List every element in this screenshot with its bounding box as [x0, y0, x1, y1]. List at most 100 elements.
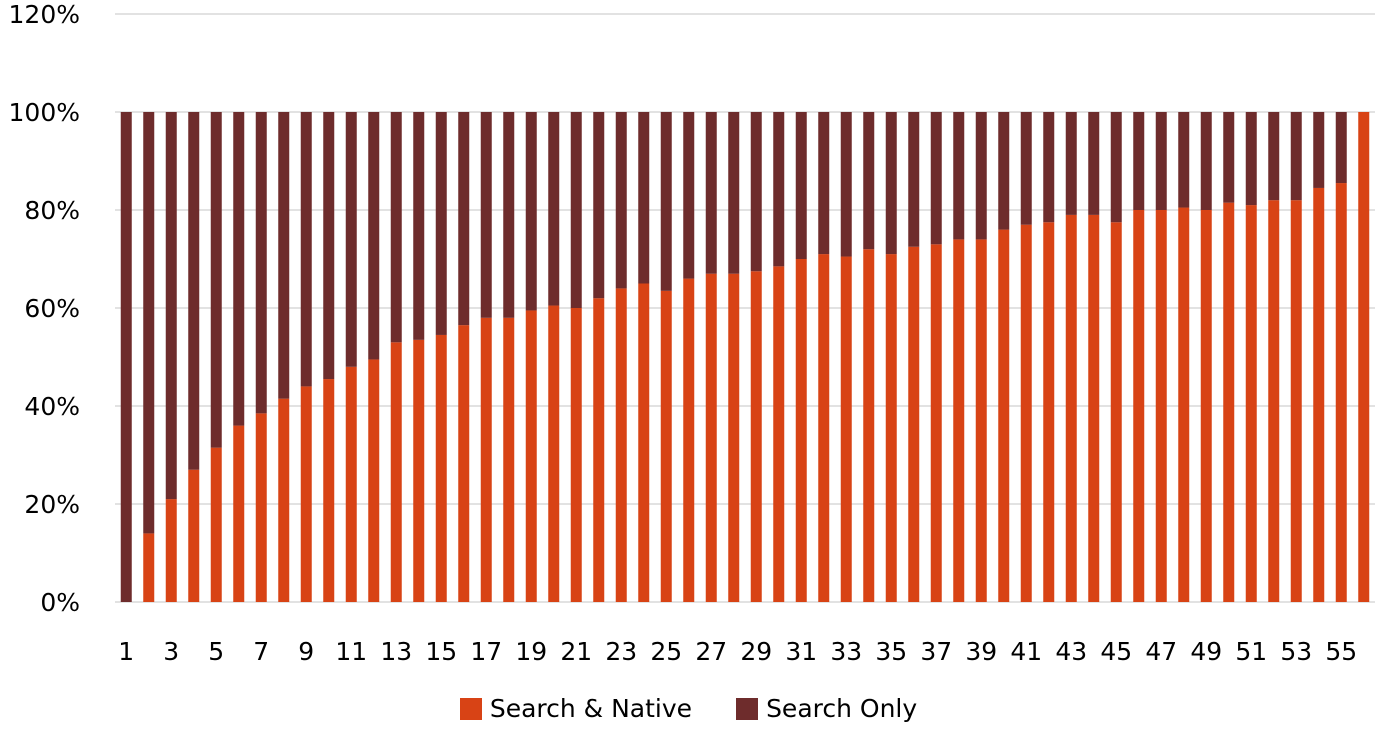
bar-search-only: [750, 112, 762, 272]
bar-search-native: [1110, 222, 1122, 602]
bar-search-only: [840, 112, 852, 257]
bar-search-only: [1200, 112, 1212, 210]
bar-search-native: [818, 254, 830, 602]
bar-search-native: [233, 425, 245, 602]
x-tick-label: 29: [740, 637, 772, 666]
bar-search-native: [593, 298, 605, 602]
bar-search-only: [480, 112, 492, 318]
bar-search-only: [953, 112, 965, 240]
bar-search-native: [1178, 207, 1190, 603]
x-tick-label: 9: [298, 637, 314, 666]
bar-search-native: [278, 398, 290, 602]
legend-swatch-search-only: [736, 697, 759, 720]
bar-search-native: [413, 339, 425, 602]
x-tick-label: 17: [470, 637, 502, 666]
bar-search-only: [233, 112, 245, 426]
bar-search-native: [773, 266, 785, 602]
bar-search-only: [660, 112, 672, 291]
bar-search-native: [300, 386, 312, 602]
bar-search-native: [165, 499, 177, 602]
bar-search-only: [1133, 112, 1145, 210]
bar-search-native: [1155, 210, 1167, 602]
bar-search-native: [998, 229, 1010, 602]
bar-search-only: [323, 112, 335, 380]
bar-search-native: [615, 288, 627, 602]
x-tick-label: 21: [560, 637, 592, 666]
bar-search-only: [1268, 112, 1280, 201]
x-tick-label: 7: [253, 637, 269, 666]
bar-search-only: [120, 112, 132, 602]
bar-search-only: [1335, 112, 1347, 184]
x-tick-label: 3: [163, 637, 179, 666]
bar-search-only: [885, 112, 897, 255]
bar-search-only: [795, 112, 807, 259]
bar-search-native: [1268, 200, 1280, 602]
bar-search-native: [1088, 214, 1100, 602]
x-tick-label: 5: [208, 637, 224, 666]
legend-item-search-only[interactable]: Search Only: [736, 694, 917, 723]
bar-search-native: [458, 325, 470, 602]
x-tick-label: 19: [515, 637, 547, 666]
bar-search-native: [1313, 187, 1325, 602]
bar-search-only: [705, 112, 717, 274]
bar-search-only: [1065, 112, 1077, 215]
bar-search-only: [255, 112, 267, 414]
bar-search-only: [998, 112, 1010, 230]
bar-search-only: [165, 112, 177, 500]
x-tick-label: 33: [830, 637, 862, 666]
bar-search-only: [503, 112, 515, 318]
bar-search-only: [210, 112, 222, 448]
x-tick-label: 11: [335, 637, 367, 666]
bar-search-only: [638, 112, 650, 284]
legend-label-search-native: Search & Native: [489, 694, 693, 723]
bar-search-only: [570, 112, 582, 308]
stacked-bar-chart: 0%20%40%60%80%100%120% 1 3 5 7 9 11 13 15 17 19 21…: [9, 0, 1375, 666]
bar-search-only: [143, 112, 155, 534]
bar-search-native: [1335, 183, 1347, 603]
bar-search-native: [1043, 222, 1055, 602]
bar-search-only: [593, 112, 605, 299]
x-tick-label: 15: [425, 637, 457, 666]
bar-search-only: [368, 112, 380, 360]
bar-search-only: [1043, 112, 1055, 223]
bar-search-only: [863, 112, 875, 250]
bar-search-only: [1178, 112, 1190, 208]
bar-search-native: [570, 308, 582, 602]
bar-search-only: [548, 112, 560, 306]
x-tick-label: 35: [875, 637, 907, 666]
y-axis: 0% 20% 40% 60% 80% 100% 120%: [9, 0, 80, 617]
x-axis: 1 3 5 7 9 11 13 15 17 19 21 23 25 27 29 31 33 35 37 39 41 43 4…: [118, 637, 1357, 666]
bar-search-only: [1223, 112, 1235, 203]
bar-search-native: [188, 469, 200, 602]
bar-search-native: [795, 259, 807, 602]
bar-search-only: [413, 112, 425, 340]
bar-search-only: [1020, 112, 1032, 225]
bar-search-native: [863, 249, 875, 602]
bar-search-native: [1290, 200, 1302, 602]
x-tick-label: 49: [1190, 637, 1222, 666]
bar-search-only: [278, 112, 290, 399]
bar-search-native: [705, 273, 717, 602]
bar-search-only: [525, 112, 537, 311]
legend-item-search-native[interactable]: Search & Native: [459, 694, 693, 723]
bar-search-native: [728, 273, 740, 602]
bar-search-native: [345, 366, 357, 602]
x-tick-label: 53: [1280, 637, 1312, 666]
x-tick-label: 41: [1010, 637, 1042, 666]
bar-search-only: [615, 112, 627, 289]
bar-search-native: [953, 239, 965, 602]
bar-search-native: [840, 256, 852, 602]
bar-search-native: [660, 290, 672, 602]
x-tick-label: 25: [650, 637, 682, 666]
bar-search-only: [390, 112, 402, 343]
bar-search-native: [1065, 214, 1077, 602]
bar-search-native: [368, 359, 380, 602]
bar-search-native: [323, 379, 335, 602]
bar-search-native: [255, 413, 267, 602]
bar-search-only: [908, 112, 920, 247]
bar-search-native: [480, 317, 492, 602]
bar-search-only: [818, 112, 830, 255]
x-tick-label: 27: [695, 637, 727, 666]
bar-search-native: [210, 447, 222, 602]
